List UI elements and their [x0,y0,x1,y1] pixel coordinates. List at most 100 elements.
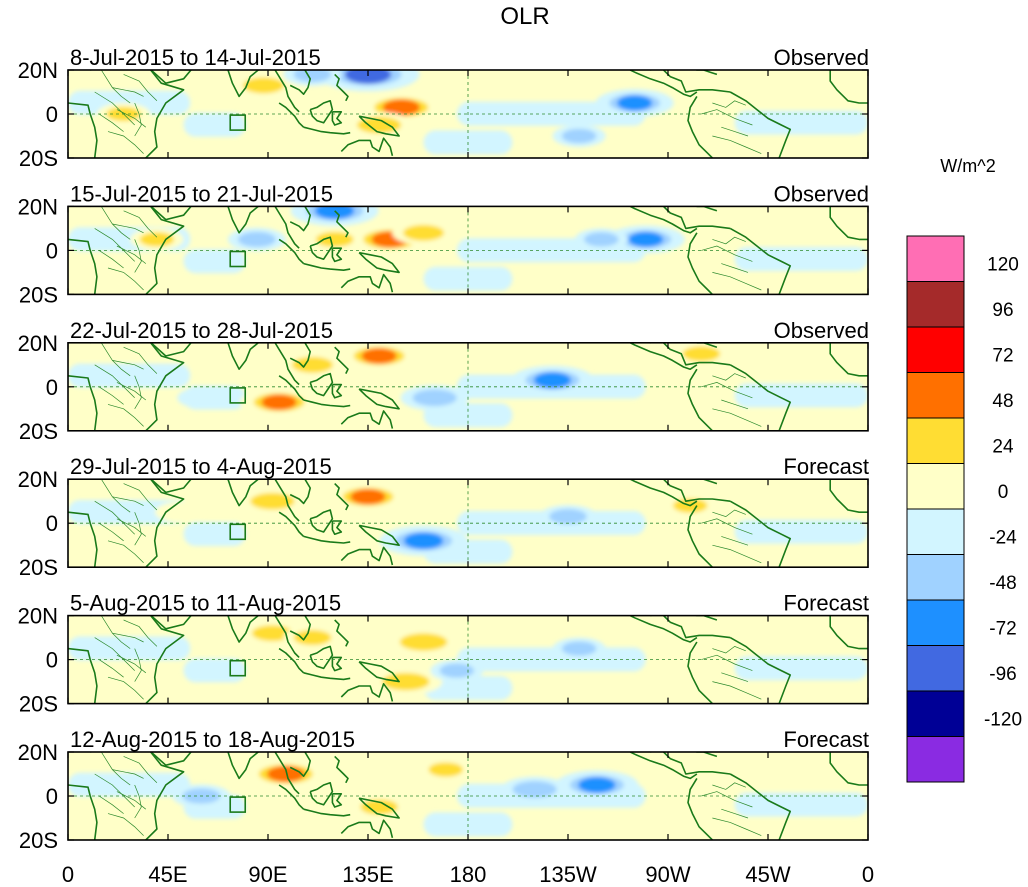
country-border [98,113,124,132]
colorbar-swatch [906,417,965,464]
coastline [226,70,260,98]
country-border [134,375,142,409]
lon-tick-label: 135W [539,862,597,887]
anomaly-core [314,206,355,220]
coastline [90,206,185,295]
anomaly-core [554,510,582,523]
anomaly-core [407,634,440,650]
country-border [101,206,131,240]
country-border [107,267,144,291]
coastline [149,206,193,221]
panel-date-range: 12-Aug-2015 to 18-Aug-2015 [70,727,355,752]
coastline [226,752,260,780]
country-border [116,245,147,264]
lon-tick-label: 180 [450,862,487,887]
field-patch [68,90,191,115]
coastline [303,535,351,544]
anomaly-core [261,394,297,410]
field-layer [68,206,868,291]
coastline [289,752,311,777]
colorbar-swatch [906,281,965,328]
panel-label: Forecast [783,727,869,752]
country-border [94,637,135,671]
coastline [278,102,305,128]
coastline [829,479,868,513]
coastline [149,70,193,84]
field-layer [68,758,868,837]
coastline [358,388,400,410]
coastline [68,511,98,568]
coastline [331,520,343,535]
coastline [729,227,791,295]
country-border [116,518,147,537]
coastline [358,661,400,683]
coastline [226,206,260,234]
coastline [149,752,193,766]
country-border [701,654,753,671]
coastlines [68,752,868,840]
coastline [340,546,394,566]
coastline [829,70,868,104]
country-border [94,773,135,808]
lat-tick-label: 20S [19,146,58,171]
country-border [101,479,131,513]
country-border [116,382,147,401]
coastline [340,273,394,293]
coastline [829,752,868,786]
field-patch [734,656,868,681]
lat-tick-label: 0 [46,375,58,400]
coastline [68,784,98,840]
coastline [68,647,98,704]
map-panel: 20N 0 20S 22-Jul-2015 to 28-Jul-2015 Observe… [18,318,869,444]
anomaly-core [299,631,326,644]
country-border [701,518,753,535]
coastline [274,70,300,113]
colorbar-swatch [906,554,965,601]
field-patch [734,519,868,544]
anomaly-core [298,358,327,372]
region-box [229,796,247,813]
colorbar-label: 96 [992,300,1013,321]
coastline [303,808,351,817]
country-border [134,239,142,273]
lat-tick-label: 0 [46,784,58,809]
anomaly-core [567,642,592,655]
coastline [650,206,731,230]
colorbar-label: 72 [992,346,1013,367]
colorbar-label: -72 [989,619,1016,640]
country-border [134,648,142,682]
field-layer [68,482,868,564]
coastline [274,615,300,658]
map-panel: 20N 0 20S 5-Aug-2015 to 11-Aug-2015 Forecast [18,591,869,717]
coastline [829,206,868,241]
field-patch [183,658,246,683]
coastline [274,206,300,249]
map-panel: 20N 0 20S 15-Jul-2015 to 21-Jul-2015 Observe… [18,181,869,307]
panel-date-range: 29-Jul-2015 to 4-Aug-2015 [70,454,332,479]
colorbar-label: 0 [998,482,1009,503]
panels: 20N 0 20S 8-Jul-2015 to 14-Jul-2015 Observed… [18,45,869,853]
panel-date-range: 5-Aug-2015 to 11-Aug-2015 [70,591,341,616]
coastline [687,777,713,840]
coastline [358,797,400,819]
chart-title: OLR [500,3,549,30]
anomaly-core [578,776,616,794]
country-border [721,808,749,819]
coastline [650,752,731,775]
coastlines [68,206,868,295]
panel-label: Observed [774,181,869,206]
anomaly-core [628,231,664,248]
country-border [134,784,142,819]
country-border [712,100,746,108]
anomaly-core [190,392,213,404]
colorbar-swatch [906,372,965,419]
coastline [629,206,698,234]
coastline [629,752,698,780]
coastline [289,479,311,505]
map-panel: 20N 0 20S 12-Aug-2015 to 18-Aug-2015 Forecas… [18,727,869,853]
coastline [729,91,791,158]
anomaly-core [433,763,458,776]
lat-tick-label: 0 [46,511,58,536]
country-border [94,91,135,126]
country-border [98,795,124,814]
